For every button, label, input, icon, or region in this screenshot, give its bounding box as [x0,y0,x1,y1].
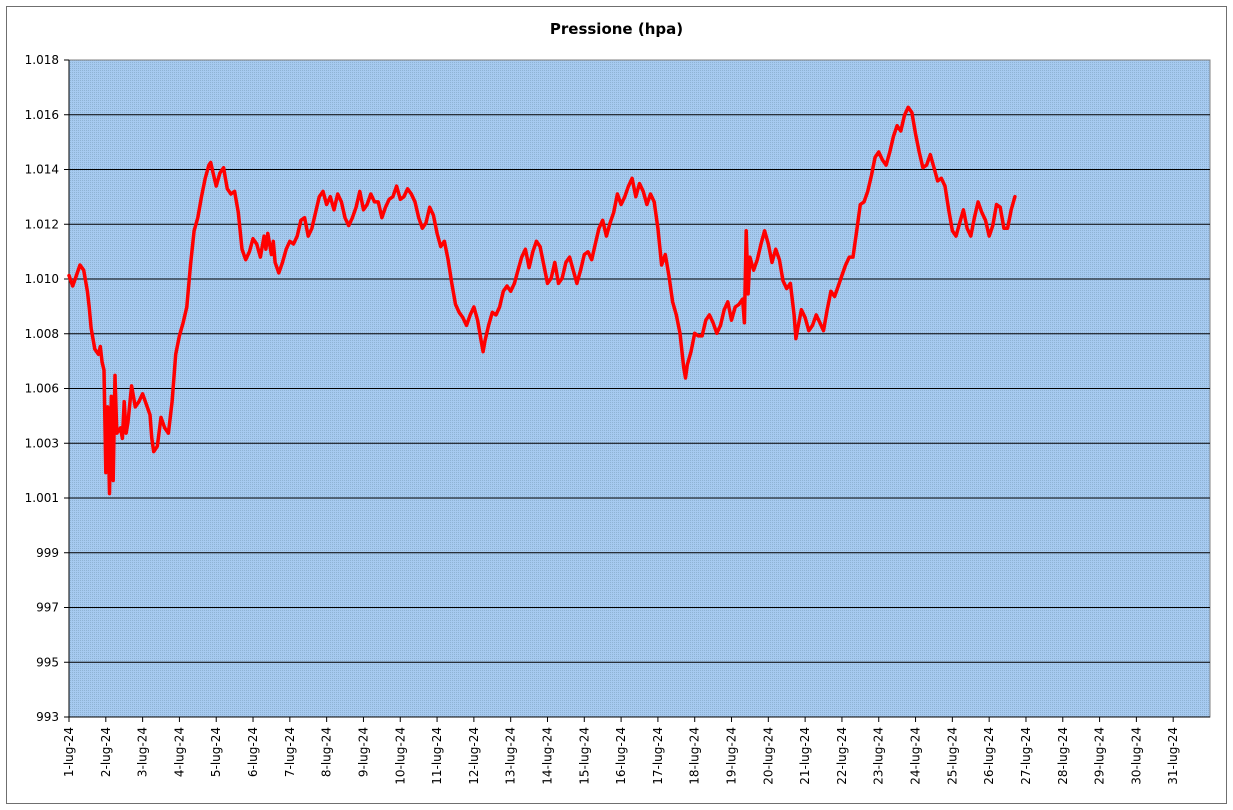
y-tick-label: 1.001 [25,491,59,505]
y-tick-label: 1.006 [25,382,59,396]
y-tick-label: 999 [36,546,59,560]
x-tick-label: 28-lug-24 [1056,727,1070,785]
x-tick-label: 16-lug-24 [614,727,628,785]
x-tick-label: 20-lug-24 [761,727,775,785]
x-tick-label: 13-lug-24 [504,727,518,785]
y-tick-label: 1.012 [25,217,59,231]
y-tick-label: 1.010 [25,272,59,286]
x-tick-label: 12-lug-24 [467,727,481,785]
x-tick-label: 29-lug-24 [1093,727,1107,785]
x-tick-label: 22-lug-24 [835,727,849,785]
y-tick-label: 1.003 [25,436,59,450]
y-tick-label: 995 [36,655,59,669]
x-tick-label: 15-lug-24 [577,727,591,785]
y-tick-label: 1.016 [25,108,59,122]
y-tick-label: 993 [36,710,59,724]
x-tick-label: 8-lug-24 [320,727,334,777]
x-tick-label: 5-lug-24 [209,727,223,777]
x-tick-label: 7-lug-24 [283,727,297,777]
y-tick-label: 997 [36,601,59,615]
x-tick-label: 17-lug-24 [651,727,665,785]
x-tick-label: 18-lug-24 [688,727,702,785]
x-tick-label: 27-lug-24 [1019,727,1033,785]
x-tick-label: 23-lug-24 [872,727,886,785]
x-tick-label: 21-lug-24 [798,727,812,785]
series-layer [67,105,1017,496]
x-tick-label: 3-lug-24 [136,727,150,777]
gridlines [69,114,1210,663]
x-tick-label: 19-lug-24 [725,727,739,785]
x-tick-label: 1-lug-24 [62,727,76,777]
x-tick-label: 11-lug-24 [430,727,444,785]
x-tick-label: 25-lug-24 [945,727,959,785]
y-tick-label: 1.018 [25,53,59,67]
x-tick-label: 10-lug-24 [393,727,407,785]
chart-title: Pressione (hpa) [549,20,684,38]
x-axis: 1-lug-24 2-lug-24 3-lug-24 4-lug-24 5-lug-24… [62,716,1210,785]
x-tick-label: 4-lug-24 [172,727,186,777]
x-tick-label: 14-lug-24 [540,727,554,785]
x-tick-label: 26-lug-24 [982,727,996,785]
x-tick-label: 9-lug-24 [356,727,370,777]
y-tick-label: 1.014 [25,163,59,177]
x-tick-label: 31-lug-24 [1166,727,1180,785]
y-tick-label: 1.008 [25,327,59,341]
x-tick-label: 30-lug-24 [1129,727,1143,785]
y-axis: 993 995 997 999 1.001 1.003 1.006 1.008 1.010 1.0… [25,53,70,724]
pressure-series-line [67,105,1017,496]
x-tick-label: 24-lug-24 [909,727,923,785]
x-tick-label: 2-lug-24 [99,727,113,777]
x-tick-label: 6-lug-24 [246,727,260,777]
